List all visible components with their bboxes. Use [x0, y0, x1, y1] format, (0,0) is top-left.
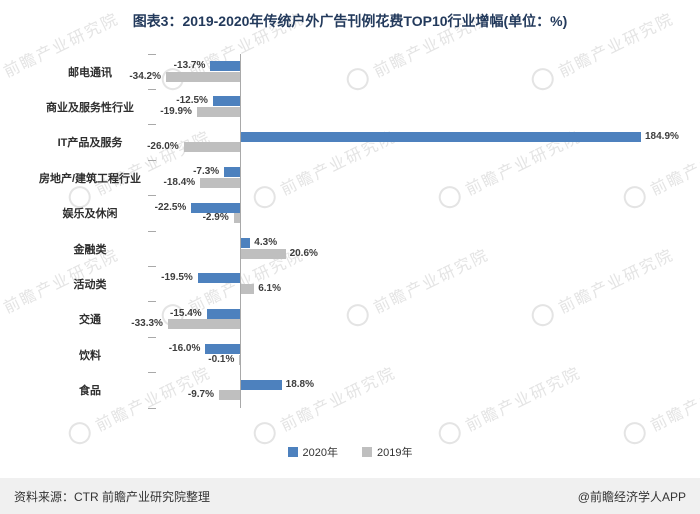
axis-tick	[148, 336, 156, 338]
value-label: -15.4%	[169, 307, 202, 319]
category-label: 食品	[79, 385, 101, 398]
credit: @前瞻经济学人APP	[577, 489, 686, 504]
value-label: -19.9%	[160, 105, 192, 117]
axis-tick	[148, 195, 156, 197]
chart-row: 饮料 -16.0% -0.1%	[0, 337, 700, 372]
bar-series-2020年	[241, 379, 282, 390]
bar-series-2020年	[191, 202, 240, 213]
bar-series-2019年	[233, 213, 240, 224]
bar-series-2020年	[212, 96, 240, 107]
axis-tick	[148, 265, 156, 267]
chart-row: 商业及服务性行业 -12.5% -19.9%	[0, 89, 700, 124]
category-label: 金融类	[73, 243, 107, 256]
bar-series-2020年	[224, 167, 240, 178]
value-label: -34.2%	[129, 70, 161, 82]
value-label: 6.1%	[258, 282, 281, 294]
category-label: 邮电通讯	[68, 66, 112, 79]
plot-area: 邮电通讯 -13.7% -34.2% 商业及服务性行业 -12.5% -19.9% IT产品…	[0, 53, 700, 409]
chart-row: 邮电通讯 -13.7% -34.2%	[0, 54, 700, 89]
value-label: 20.6%	[289, 247, 318, 259]
value-label: -33.3%	[131, 318, 163, 330]
value-label: -2.9%	[202, 212, 229, 224]
axis-tick	[148, 88, 156, 90]
axis-tick	[148, 53, 156, 55]
value-label: -22.5%	[154, 201, 187, 213]
bar-series-2020年	[197, 273, 240, 284]
value-label: -7.3%	[193, 166, 220, 178]
chart-title: 图表3：2019-2020年传统户外广告刊例花费TOP10行业增幅(单位：%)	[132, 13, 568, 29]
category-label: 娱乐及休闲	[62, 208, 118, 221]
legend-label: 2019年	[377, 447, 413, 459]
bar-series-2019年	[241, 248, 286, 259]
category-label: IT产品及服务	[57, 137, 123, 150]
category-label: 交通	[79, 314, 101, 327]
value-label: 184.9%	[645, 130, 679, 142]
axis-tick	[148, 159, 156, 161]
bar-series-2020年	[241, 131, 641, 142]
category-label: 商业及服务性行业	[46, 102, 134, 115]
source-note: 资料来源：CTR 前瞻产业研究院整理	[14, 489, 210, 504]
bar-series-2019年	[167, 319, 240, 330]
value-label: -16.0%	[168, 343, 201, 355]
bar-series-2019年	[196, 106, 240, 117]
value-label: -0.1%	[208, 353, 235, 365]
footer: 资料来源：CTR 前瞻产业研究院整理 @前瞻经济学人APP	[0, 478, 700, 514]
bar-series-2020年	[241, 238, 251, 248]
axis-tick	[148, 124, 156, 126]
chart-row: 房地产/建筑工程行业 -7.3% -18.4%	[0, 160, 700, 195]
bar-series-2019年	[183, 142, 240, 153]
bar-series-2020年	[206, 308, 240, 319]
chart-row: 交通 -15.4% -33.3%	[0, 302, 700, 337]
bar-series-2019年	[239, 354, 240, 365]
category-label: 活动类	[73, 279, 107, 292]
axis-tick	[148, 372, 156, 374]
value-label: 18.8%	[285, 378, 315, 390]
legend-item: 2019年	[362, 444, 412, 460]
bar-series-2019年	[241, 283, 255, 294]
chart-row: 活动类 -19.5% 6.1%	[0, 266, 700, 301]
chart-row: 金融类 4.3% 20.6%	[0, 231, 700, 266]
value-label: -12.5%	[176, 95, 208, 107]
bar-series-2019年	[166, 71, 240, 82]
bar-series-2019年	[219, 390, 240, 401]
chart-row: 娱乐及休闲 -22.5% -2.9%	[0, 196, 700, 231]
category-label: 房地产/建筑工程行业	[38, 172, 142, 185]
value-label: -26.0%	[147, 141, 179, 153]
bar-series-2020年	[205, 344, 240, 355]
legend: 2020年 2019年	[0, 444, 700, 460]
bar-series-2020年	[210, 61, 240, 71]
legend-item: 2020年	[287, 444, 338, 460]
value-label: -9.7%	[187, 389, 215, 401]
axis-zero-line	[240, 54, 241, 408]
chart-row: 食品 18.8% -9.7%	[0, 373, 700, 408]
value-label: -19.5%	[161, 272, 193, 284]
category-label: 饮料	[79, 349, 101, 362]
axis-tick	[148, 230, 156, 232]
chart-row: IT产品及服务 184.9% -26.0%	[0, 125, 700, 160]
legend-label: 2020年	[302, 447, 338, 459]
axis-tick	[148, 301, 156, 303]
axis-tick	[148, 407, 156, 409]
legend-swatch	[362, 447, 372, 457]
value-label: 4.3%	[254, 237, 278, 248]
value-label: -13.7%	[173, 60, 206, 71]
legend-swatch	[287, 447, 298, 457]
value-label: -18.4%	[163, 176, 196, 188]
bar-series-2019年	[200, 177, 240, 188]
